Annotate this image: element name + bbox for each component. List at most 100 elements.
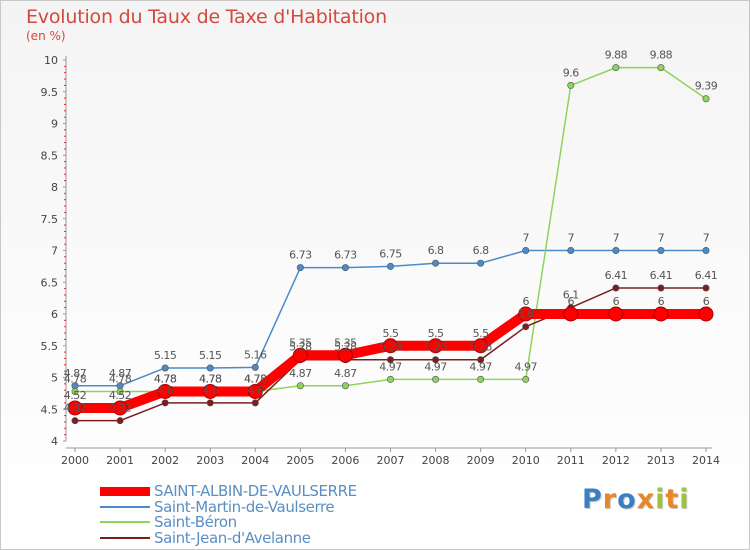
data-label: 5.28 — [469, 341, 492, 354]
x-tick-label: 2001 — [106, 454, 134, 467]
legend-label: Saint-Martin-de-Vaulserre — [154, 497, 335, 516]
logo-letter: P — [582, 484, 603, 515]
data-point — [563, 306, 579, 322]
legend-swatch — [100, 505, 150, 508]
data-label: 6.41 — [605, 269, 628, 282]
data-label: 5.28 — [334, 341, 357, 354]
data-point — [116, 417, 124, 425]
x-tick-label: 2014 — [692, 454, 720, 467]
legend-swatch — [100, 487, 150, 496]
data-point — [251, 399, 259, 407]
data-label: 4.97 — [469, 360, 492, 373]
data-label: 6 — [613, 295, 620, 308]
y-tick-label: 9.5 — [41, 86, 59, 99]
data-point — [567, 247, 575, 255]
data-label: 5.16 — [244, 348, 267, 361]
proxiti-logo: Proxiti — [582, 484, 690, 515]
data-label: 6 — [522, 295, 529, 308]
y-tick-label: 9 — [51, 118, 58, 131]
data-label: 7 — [703, 232, 710, 245]
data-label: 4.78 — [244, 372, 267, 385]
data-point — [71, 387, 79, 395]
data-label: 4.97 — [379, 360, 402, 373]
data-label: 5.5 — [383, 327, 399, 340]
legend-label: SAINT-ALBIN-DE-VAULSERRE — [154, 482, 357, 500]
legend-label: Saint-Béron — [154, 513, 237, 531]
data-label: 4.78 — [244, 372, 267, 385]
x-tick-label: 2011 — [557, 454, 585, 467]
data-point — [657, 284, 665, 292]
data-label: 5.35 — [289, 336, 312, 349]
data-point — [386, 356, 394, 364]
data-label: 5.15 — [154, 349, 177, 362]
data-label: 7 — [613, 232, 620, 245]
data-label: 4.87 — [64, 367, 87, 380]
data-label: 4.87 — [334, 367, 357, 380]
data-label: 4.78 — [154, 372, 177, 385]
data-point — [337, 347, 353, 363]
logo-letter: t — [665, 484, 680, 515]
data-label: 4.52 — [64, 389, 87, 402]
data-point — [518, 306, 534, 322]
data-label: 6.41 — [695, 269, 718, 282]
data-point — [161, 364, 169, 372]
data-point — [657, 64, 665, 72]
y-tick-label: 6 — [51, 308, 58, 321]
y-tick-label: 5.5 — [41, 340, 59, 353]
x-tick-label: 2004 — [241, 454, 269, 467]
data-label: 6.8 — [473, 244, 489, 257]
y-tick-label: 6.5 — [41, 276, 59, 289]
x-tick-label: 2010 — [512, 454, 540, 467]
data-point — [386, 262, 394, 270]
data-label: 4.97 — [424, 360, 447, 373]
data-label: 5.15 — [199, 349, 222, 362]
x-tick-label: 2002 — [151, 454, 179, 467]
data-point — [432, 259, 440, 267]
data-point — [432, 375, 440, 383]
x-tick-label: 2006 — [331, 454, 359, 467]
data-label: 5.5 — [473, 327, 489, 340]
data-label: 6.73 — [289, 249, 312, 262]
data-point — [161, 399, 169, 407]
data-label: 9.88 — [605, 49, 628, 62]
data-label: 4.87 — [109, 367, 132, 380]
data-point — [206, 399, 214, 407]
data-label: 7 — [658, 232, 665, 245]
data-label: 5.28 — [379, 341, 402, 354]
y-tick-label: 4.5 — [41, 403, 59, 416]
data-point — [612, 284, 620, 292]
data-label: 4.6 — [202, 384, 218, 397]
data-label: 4.78 — [64, 372, 87, 385]
data-label: 4.97 — [514, 360, 537, 373]
data-label: 6 — [658, 295, 665, 308]
x-tick-label: 2000 — [61, 454, 89, 467]
data-label: 7 — [568, 232, 575, 245]
data-label: 5.8 — [518, 308, 534, 321]
x-tick-label: 2012 — [602, 454, 630, 467]
data-point — [473, 338, 489, 354]
chart-subtitle: (en %) — [26, 29, 66, 43]
data-point — [67, 400, 83, 416]
data-point — [522, 247, 530, 255]
legend-label: Saint-Jean-d'Avelanne — [154, 528, 311, 547]
data-label: 4.78 — [154, 372, 177, 385]
data-point — [247, 383, 263, 399]
data-point — [612, 247, 620, 255]
data-label: 9.39 — [695, 80, 718, 93]
data-label: 4.78 — [199, 372, 222, 385]
x-tick-label: 2007 — [377, 454, 405, 467]
y-tick-label: 7 — [51, 245, 58, 258]
x-tick-label: 2003 — [196, 454, 224, 467]
data-label: 4.6 — [247, 384, 263, 397]
data-point — [612, 64, 620, 72]
y-tick-label: 4 — [51, 435, 58, 448]
data-label: 5.5 — [428, 327, 444, 340]
data-point — [477, 375, 485, 383]
data-label: 6.41 — [650, 269, 673, 282]
data-point — [428, 338, 444, 354]
data-label: 5.28 — [424, 341, 447, 354]
data-label: 4.78 — [199, 372, 222, 385]
y-tick-label: 8.5 — [41, 149, 59, 162]
data-point — [653, 306, 669, 322]
